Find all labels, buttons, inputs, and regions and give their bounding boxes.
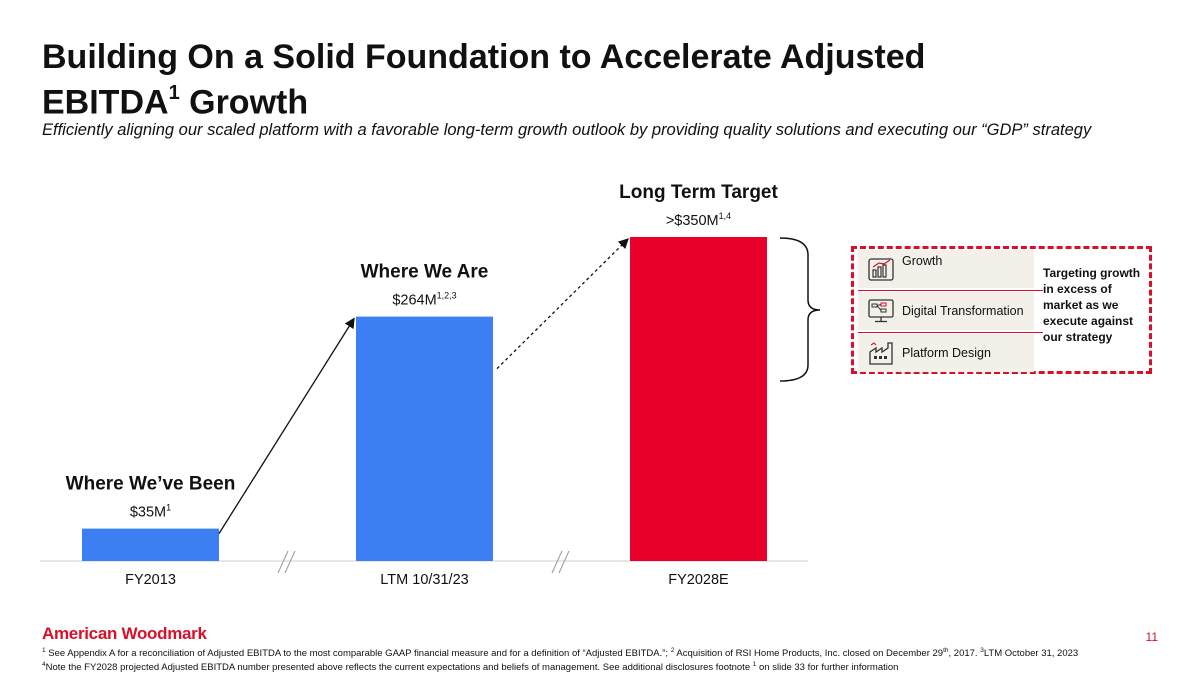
data-label: >$350M1,4 — [666, 211, 731, 229]
chart-layer: FY2013 $35M1 Where We’ve Been LTM 10/31/23 $… — [40, 182, 808, 588]
gdp-item-growth: Growth — [858, 250, 1043, 291]
data-label: $35M1 — [130, 503, 171, 521]
divider — [858, 289, 1043, 291]
axis-break-mark — [284, 550, 296, 574]
gdp-item-label: Platform Design — [902, 346, 991, 360]
axis-break-mark — [551, 550, 563, 574]
divider — [858, 331, 1043, 333]
data-label: $264M1,2,3 — [392, 291, 456, 309]
footnote-marker: 1 — [42, 647, 46, 654]
axis-break-mark — [558, 550, 570, 574]
footnote-marker: 3 — [980, 647, 984, 654]
footnote-marker: th — [943, 647, 949, 654]
digital-flow-icon — [868, 299, 894, 323]
footnote-line-2: 4Note the FY2028 projected Adjusted EBIT… — [42, 659, 1162, 673]
axis-break-mark — [277, 550, 289, 574]
bar-fy2028e — [630, 237, 767, 561]
slide-title: Building On a Solid Foundation to Accele… — [42, 38, 1042, 121]
bar-ltm-10-31-23 — [356, 316, 493, 561]
gdp-strategy-panel — [851, 246, 1152, 374]
footnotes: 1 See Appendix A for a reconciliation of… — [42, 645, 1162, 673]
gdp-item-digital-transformation: Digital Transformation — [858, 292, 1043, 333]
bar-heading: Where We’ve Been — [66, 474, 236, 495]
footnote-text: See Appendix A for a reconciliation of A… — [45, 648, 671, 660]
gdp-panel-note: Targeting growth in excess of market as … — [1043, 266, 1141, 344]
gdp-item-label: Digital Transformation — [902, 304, 1024, 318]
factory-icon — [869, 342, 893, 365]
footnote-marker: 2 — [670, 647, 675, 654]
gdp-strategy-list: Growth Digital Transformation Platform D… — [858, 250, 1043, 376]
bar-heading: Long Term Target — [619, 182, 778, 203]
footnote-marker: 4 — [42, 661, 46, 669]
footnote-text: Note the FY2028 projected Adjusted EBITD… — [45, 662, 753, 674]
footnote-line-1: 1 See Appendix A for a reconciliation of… — [42, 645, 1162, 659]
slide-subtitle: Efficiently aligning our scaled platform… — [42, 121, 1092, 139]
gdp-item-label: Growth — [902, 254, 943, 268]
footnote-text: Acquisition of RSI Home Products, Inc. c… — [674, 648, 944, 660]
title-ebitda: EBITDA — [42, 83, 169, 122]
title-footnote-marker: 1 — [168, 82, 180, 104]
target-bracket — [779, 237, 821, 382]
page-number: 11 — [1145, 630, 1158, 644]
company-logo: American Woodmark — [42, 624, 207, 643]
target-arrow — [496, 238, 629, 370]
gdp-item-platform-design: Platform Design — [858, 334, 1034, 372]
footnote-text: on slide 33 for further information — [756, 662, 899, 674]
x-tick-label: FY2028E — [668, 572, 729, 588]
bar-heading: Where We Are — [361, 262, 489, 283]
title-line-2: EBITDA1 Growth — [42, 76, 1042, 121]
x-tick-label: LTM 10/31/23 — [380, 572, 468, 588]
footnote-text: , 2017. — [948, 648, 981, 660]
title-growth: Growth — [179, 83, 309, 122]
growth-arrow — [218, 317, 355, 534]
growth-chart-icon — [868, 258, 894, 281]
bar-fy2013 — [82, 528, 219, 561]
footnote-text: LTM October 31, 2023 — [983, 648, 1079, 660]
ebitda-bar-chart: FY2013 $35M1 Where We’ve Been LTM 10/31/23 $… — [40, 182, 821, 588]
title-line-1: Building On a Solid Foundation to Accele… — [42, 38, 926, 76]
x-tick-label: FY2013 — [125, 572, 176, 588]
footnote-marker: 1 — [752, 661, 757, 669]
